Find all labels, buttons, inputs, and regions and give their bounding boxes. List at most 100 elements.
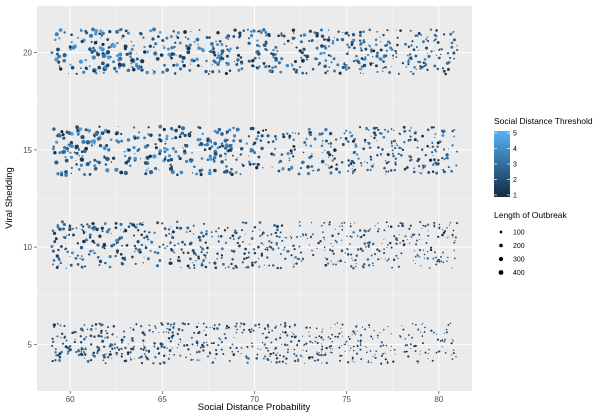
data-point [122,231,125,233]
data-point [435,256,437,259]
data-point [142,36,145,39]
data-point [153,231,156,234]
data-point [152,27,156,32]
data-point [166,327,168,330]
data-point [199,173,203,177]
data-point [228,171,232,175]
x-axis-ticks: 60 65 70 75 80 [66,391,444,404]
data-point [187,132,191,137]
data-point [145,349,147,352]
data-point [304,233,307,236]
data-point [152,362,155,365]
data-point [280,34,283,37]
data-point [58,28,63,32]
data-point [270,246,273,249]
data-point [362,58,365,61]
data-point [191,172,194,174]
data-point [105,353,107,355]
data-point [369,62,373,65]
data-point [232,353,236,356]
data-point [267,337,269,339]
data-point [188,43,192,47]
data-point [345,64,348,67]
data-point [334,263,338,266]
data-point [201,234,205,238]
data-point [116,336,118,338]
data-point [291,36,295,40]
data-point [347,45,351,49]
data-point [274,346,278,350]
data-point [85,346,87,348]
data-point [346,253,350,256]
data-point [54,57,59,62]
data-point [169,241,171,243]
data-point [451,358,454,361]
data-point [96,257,98,259]
data-point [324,257,326,259]
data-point [120,341,123,344]
data-point [183,243,187,246]
data-point [165,134,169,138]
data-point [97,334,101,338]
data-point [238,36,241,39]
data-point [157,35,160,38]
data-point [211,361,215,364]
data-point [386,153,390,157]
data-point [291,331,293,334]
data-point [199,245,202,249]
data-point [248,155,250,157]
data-point [116,41,119,45]
data-point [377,222,379,224]
data-point [345,52,349,56]
data-point [140,223,144,227]
data-point [162,146,166,150]
data-point [63,31,66,34]
data-point [266,347,269,349]
data-point [317,359,320,361]
data-point [424,351,427,354]
data-point [154,143,157,146]
data-point [77,148,81,151]
data-point [283,248,285,251]
data-point [300,236,302,238]
data-point [79,352,84,356]
data-point [421,169,423,171]
data-point [391,54,395,57]
data-point [249,147,253,151]
data-point [105,168,110,173]
data-point [200,231,203,234]
data-point [158,31,162,34]
data-point [434,161,437,164]
data-point [116,140,121,144]
data-point [323,51,326,55]
data-point [178,67,183,71]
data-point [401,223,404,225]
data-point [455,164,458,167]
data-point [50,245,54,249]
data-point [319,51,323,56]
data-point [339,359,341,362]
data-point [268,240,271,243]
data-point [454,236,457,239]
data-point [146,50,150,54]
data-point [264,31,268,34]
data-point [361,326,364,328]
data-point [220,49,225,54]
data-point [281,360,284,363]
data-point [452,236,454,238]
data-point [132,67,136,72]
data-point [111,156,116,160]
data-point [217,235,220,238]
data-point [70,65,75,70]
data-point [275,361,278,364]
data-point [196,344,199,346]
data-point [196,64,200,68]
data-point [68,45,72,49]
data-point [293,257,295,259]
data-point [130,58,135,63]
data-point [225,144,230,148]
data-point [298,224,301,227]
data-point [364,161,366,163]
data-point [164,142,167,145]
data-point [189,160,193,164]
